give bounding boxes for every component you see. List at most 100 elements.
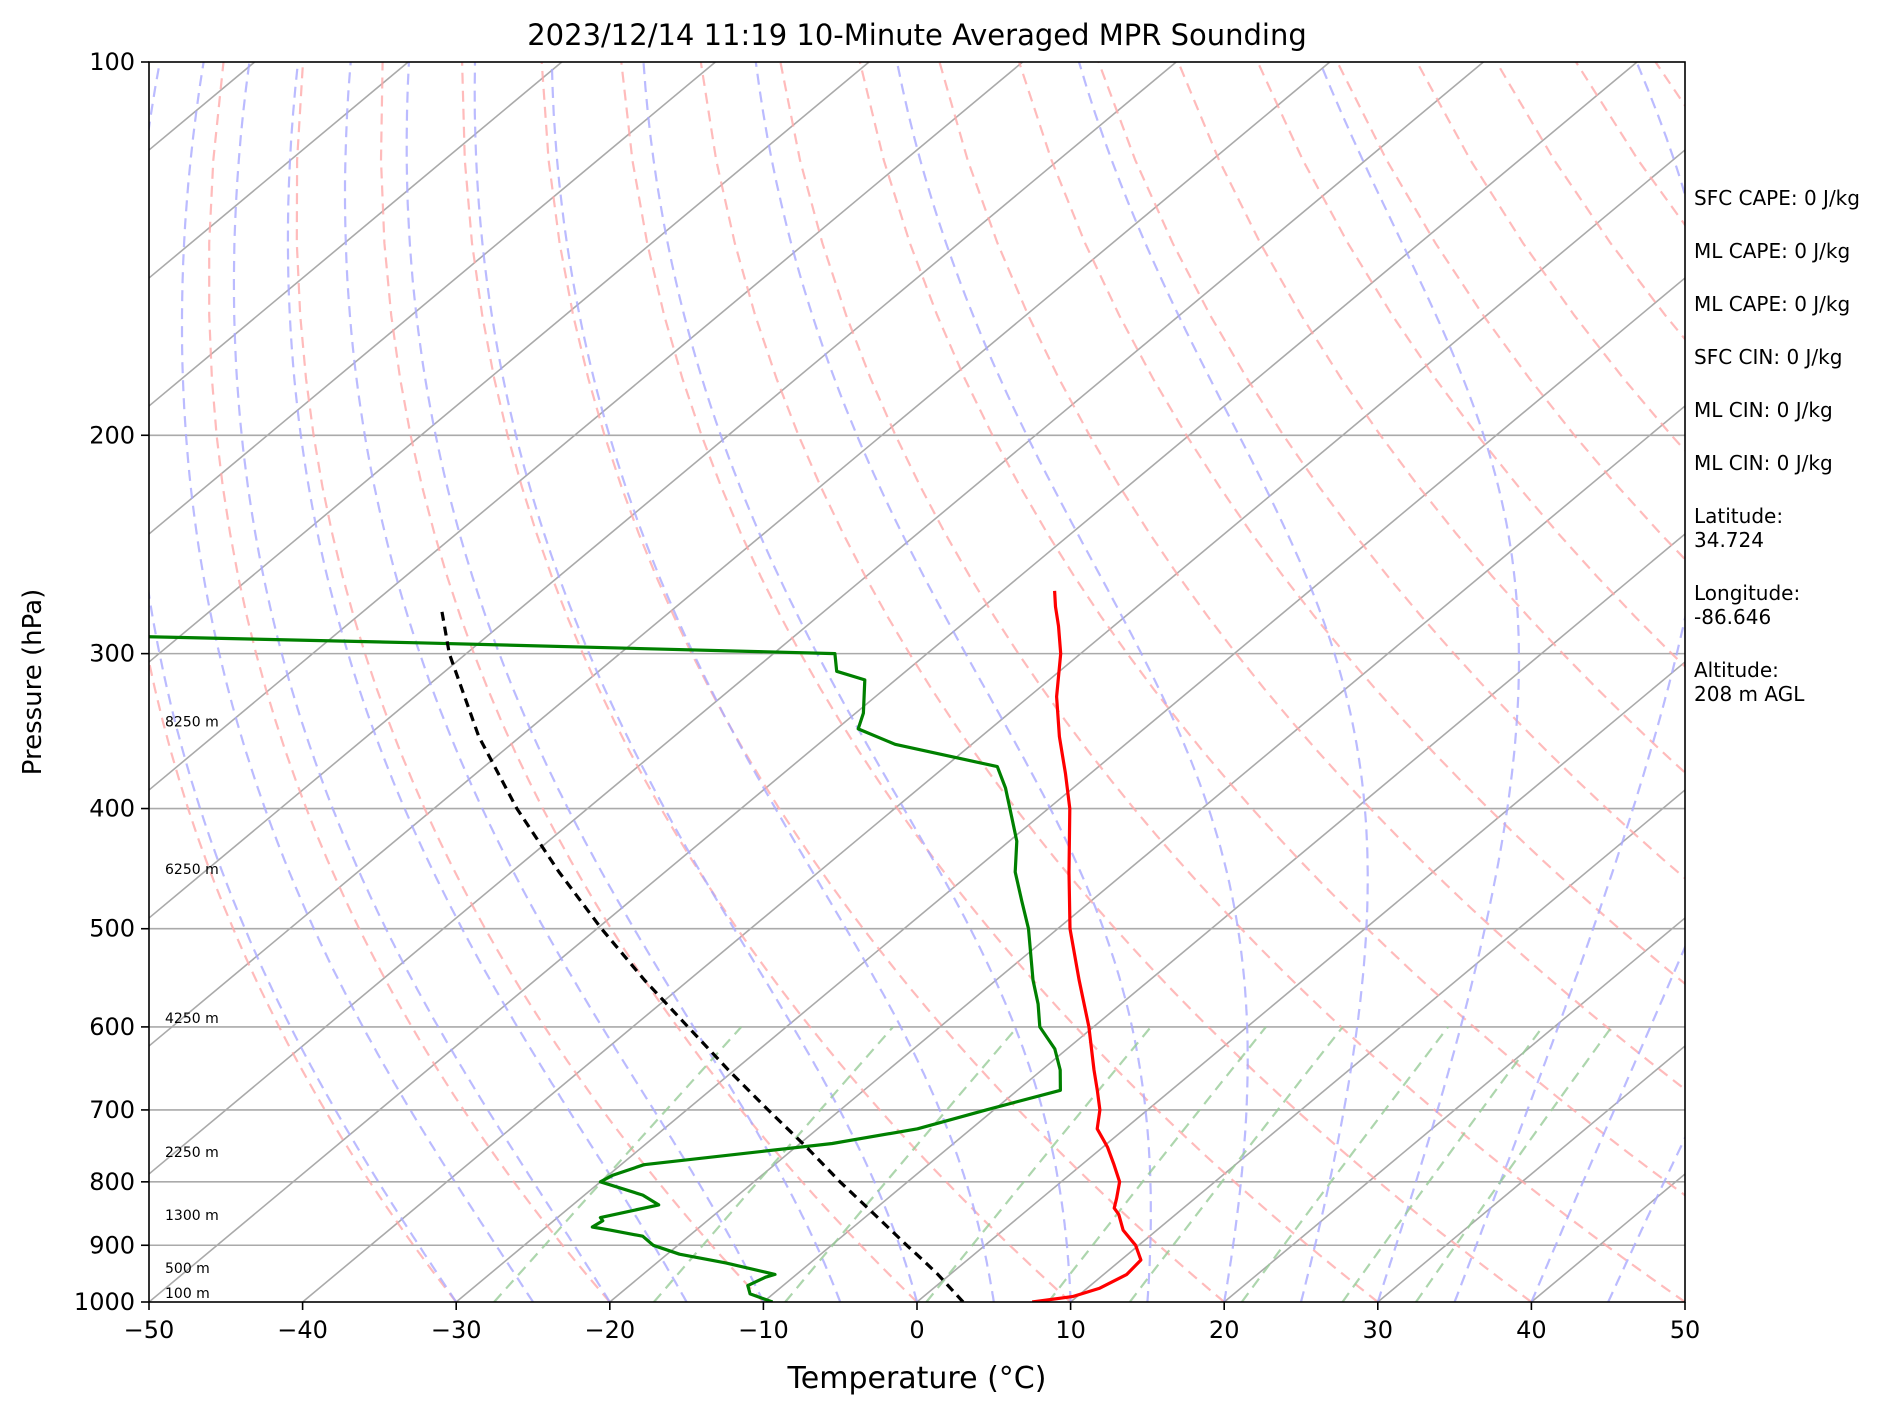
moist-adiabat-line [754,62,1152,1302]
moist-adiabat-line [149,62,458,1302]
dry-adiabat-line [1256,62,1685,668]
isotherm-line [149,62,563,408]
moist-adiabat-line [1607,1135,1685,1302]
sounding-info-panel: SFC CAPE: 0 J/kg ML CAPE: 0 J/kg ML CAPE: … [1694,186,1889,735]
isotherm-line [1070,788,1685,1302]
info-annotation: ML CIN: 0 J/kg [1694,398,1833,422]
isotherm-line [149,62,409,280]
dry-adiabat-line [1018,62,1685,986]
y-tick-label: 700 [89,1096,135,1124]
isotherm-line [149,62,1024,792]
info-annotation: ML CAPE: 0 J/kg [1694,292,1851,316]
info-annotation: Longitude: -86.646 [1694,581,1801,629]
dry-adiabat-line [149,656,458,1302]
moist-adiabat-line [232,62,611,1302]
isotherm-line [149,62,870,664]
x-tick-label: −50 [124,1316,175,1344]
x-tick-label: −10 [738,1316,789,1344]
isotherm-line [149,62,716,536]
dry-adiabat-line [379,62,918,1302]
height-label: 1300 m [165,1208,219,1224]
height-label: 8250 m [165,714,219,730]
info-annotation: ML CIN: 0 J/kg [1694,451,1833,475]
isotherm-line [455,276,1685,1302]
y-tick-label: 900 [89,1231,135,1259]
isotherm-line [149,62,1177,920]
x-tick-label: 30 [1363,1316,1394,1344]
moist-adiabat-line [895,62,1249,1302]
moist-adiabat-line [286,62,688,1302]
moist-adiabat-line [1318,62,1521,1302]
x-tick-label: −20 [584,1316,635,1344]
dry-adiabat-line [295,62,765,1302]
info-annotation: Latitude: 34.724 [1694,504,1784,552]
info-annotation: SFC CAPE: 0 J/kg [1694,186,1860,210]
plot-frame [148,61,1686,1303]
mixing-ratio-line [1047,1026,1267,1302]
x-tick-label: 10 [1055,1316,1086,1344]
isotherm-line [762,532,1685,1302]
mixing-ratio-line [1240,1026,1449,1302]
y-tick-label: 500 [89,915,135,943]
mixing-ratio-line [1128,1026,1344,1302]
info-annotation: Altitude: 208 m AGL [1694,658,1805,706]
moist-adiabat-line [1077,62,1369,1302]
isotherm-line [149,62,1484,1176]
x-tick-label: 20 [1209,1316,1240,1344]
x-tick-label: −30 [431,1316,482,1344]
isotherm-line [149,62,1331,1048]
y-axis-label: Pressure (hPa) [18,589,48,776]
isotherm-line [149,62,1638,1302]
chart-title: 2023/12/14 11:19 10-Minute Averaged MPR … [527,18,1307,52]
info-annotation: SFC CIN: 0 J/kg [1694,345,1843,369]
mixing-ratio-line [1415,1026,1613,1302]
mixing-ratio-line [784,1026,1019,1302]
y-tick-label: 400 [89,795,135,823]
moist-adiabat-line [1453,62,1685,1302]
mixing-ratio-line [653,1026,894,1302]
isotherm-line [302,148,1685,1302]
y-tick-label: 1000 [74,1288,135,1316]
y-tick-label: 100 [89,48,135,76]
moist-adiabat-line [405,62,842,1302]
isotherm-line [0,62,101,1302]
moist-adiabat-line [473,62,919,1302]
isotherm-line [916,660,1685,1302]
temperature-profile-line [1031,590,1143,1302]
dewpoint-profile-line [149,635,1062,1302]
x-tick-label: −40 [277,1316,328,1344]
parcel-profile-line [439,606,965,1302]
height-label: 500 m [165,1261,210,1277]
moist-adiabat-line [642,62,1072,1302]
x-tick-label: 50 [1670,1316,1701,1344]
y-tick-label: 800 [89,1168,135,1196]
x-tick-label: 40 [1516,1316,1547,1344]
moist-adiabat-line [550,62,995,1302]
isotherm-line [1377,1044,1685,1302]
dry-adiabat-line [779,62,1685,1302]
height-label: 100 m [165,1286,210,1302]
mixing-ratio-line [493,1026,743,1302]
isotherm-line [1223,916,1685,1302]
height-label: 4250 m [165,1011,219,1027]
x-axis-label: Temperature (°C) [787,1361,1047,1396]
moist-adiabat-line [343,62,765,1302]
info-annotation: ML CAPE: 0 J/kg [1694,239,1851,263]
height-label: 2250 m [165,1145,219,1161]
moist-adiabat-line [1530,944,1685,1302]
dry-adiabat-line [620,62,1379,1302]
dry-adiabat-line [461,62,1072,1302]
dry-adiabat-line [208,62,611,1302]
y-tick-label: 200 [89,421,135,449]
dry-adiabat-line [1097,62,1685,880]
isotherm-line [609,404,1685,1302]
dry-adiabat-line [938,62,1685,1091]
dry-adiabat-line [699,62,1533,1302]
mixing-ratio-line [925,1026,1152,1302]
dry-adiabat-line [1336,62,1685,561]
mixing-ratio-line [1341,1026,1544,1302]
dry-adiabat-line [540,62,1225,1302]
height-label: 6250 m [165,862,219,878]
